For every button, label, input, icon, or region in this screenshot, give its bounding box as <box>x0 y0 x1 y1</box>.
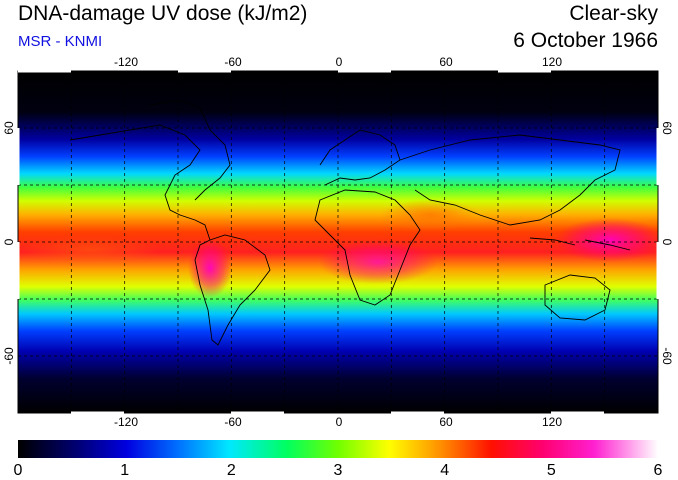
map-title: DNA-damage UV dose (kJ/m2) <box>18 2 308 25</box>
coastline-asia <box>399 134 621 226</box>
lat-label-left-0: 0 <box>2 238 16 245</box>
sky-condition-label: Clear-sky <box>569 2 658 25</box>
colorbar-label-5: 5 <box>547 462 556 479</box>
warm-region-pacific <box>20 236 160 264</box>
coastline-north-america <box>69 99 231 241</box>
coastline-africa <box>314 189 421 306</box>
colorbar-label-1: 1 <box>120 462 129 479</box>
coastline-europe <box>319 129 401 186</box>
hotspot-indonesia <box>555 218 658 262</box>
coastlines <box>69 99 631 346</box>
colorbar <box>18 440 658 458</box>
lat-label-right-minus60: -60 <box>660 347 674 365</box>
source-label: MSR - KNMI <box>18 33 103 50</box>
lon-label-bottom-minus120: -120 <box>114 415 138 429</box>
graticule <box>18 71 658 413</box>
lat-label-left-60: 60 <box>2 121 16 135</box>
lon-label-top-60: 60 <box>439 55 453 69</box>
coastline-indonesia <box>529 237 631 251</box>
lon-label-top-120: 120 <box>542 55 562 69</box>
coastline-australia <box>544 274 611 321</box>
colorbar-label-3: 3 <box>334 462 343 479</box>
warm-region-arabia <box>380 199 480 231</box>
lon-label-top-0: 0 <box>336 55 343 69</box>
lon-label-bottom-60: 60 <box>439 415 453 429</box>
lat-label-right-60: 60 <box>660 121 674 135</box>
lon-label-bottom-minus60: -60 <box>224 415 242 429</box>
frame-tick-marks <box>17 70 659 414</box>
date-label: 6 October 1966 <box>513 29 658 52</box>
lat-label-right-0: 0 <box>660 239 674 246</box>
lon-label-top-minus120: -120 <box>114 55 138 69</box>
coastline-south-america <box>194 234 271 346</box>
hotspot-southern-africa <box>318 240 438 284</box>
lat-label-left-minus60: -60 <box>2 347 16 365</box>
lon-label-top-minus60: -60 <box>224 55 242 69</box>
colorbar-label-0: 0 <box>14 462 23 479</box>
lon-label-bottom-120: 120 <box>542 415 562 429</box>
lon-label-bottom-0: 0 <box>336 415 343 429</box>
hotspot-andes <box>188 238 232 298</box>
colorbar-label-6: 6 <box>654 462 663 479</box>
colorbar-label-2: 2 <box>227 462 236 479</box>
colorbar-label-4: 4 <box>440 462 449 479</box>
